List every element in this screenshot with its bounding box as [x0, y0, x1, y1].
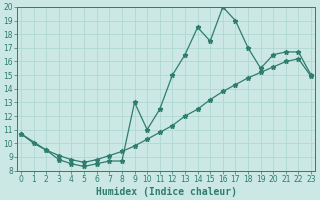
X-axis label: Humidex (Indice chaleur): Humidex (Indice chaleur)	[96, 186, 236, 197]
